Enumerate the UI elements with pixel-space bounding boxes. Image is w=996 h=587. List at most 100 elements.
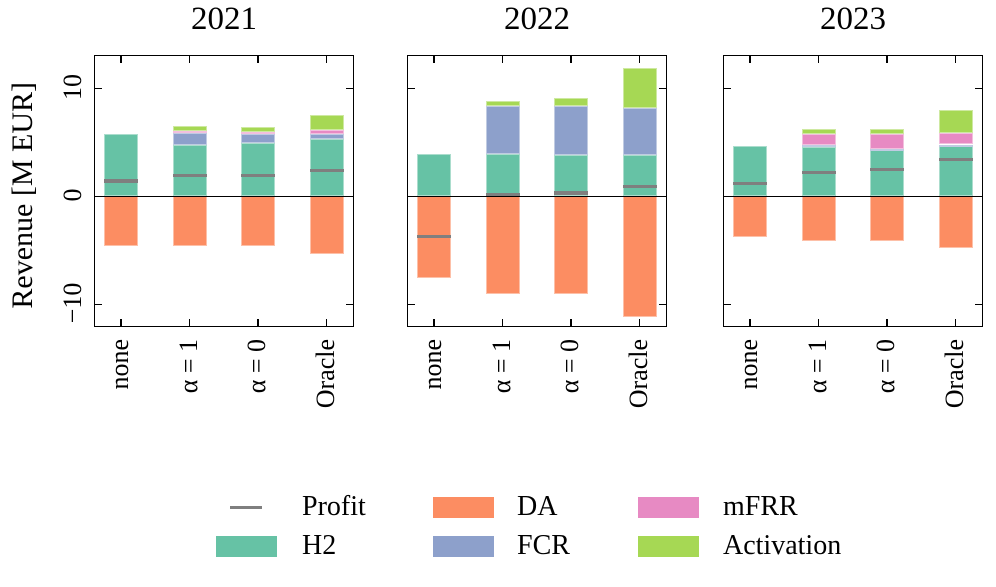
bar-segment-fcr: [622, 108, 657, 155]
zero-line: [408, 195, 666, 198]
y-axis-label-text: Revenue [M EUR]: [6, 81, 39, 309]
bar-segment-fcr: [938, 144, 973, 147]
x-tick-mark: [749, 319, 751, 326]
bar-segment-activation: [938, 109, 973, 133]
bar-segment-h2: [485, 153, 520, 197]
x-tick-mark: [120, 319, 122, 326]
x-tick-mark: [954, 56, 957, 63]
bar-segment-h2: [241, 143, 275, 197]
bar-segment-da: [938, 196, 973, 249]
y-tick-label-10: 10: [58, 74, 87, 100]
bar-segment-activation: [172, 126, 207, 131]
bar-segment-h2: [554, 154, 588, 197]
bar-segment-mfrr: [938, 132, 973, 145]
bar-segment-da: [554, 196, 588, 294]
x-tick-mark: [749, 56, 751, 63]
y-tick-mark: [724, 303, 731, 305]
profit-marker: [172, 173, 207, 178]
x-tick-label-1: α = 1: [802, 339, 832, 394]
subplot-title-2023: 2023: [820, 1, 886, 37]
bar-segment-da: [309, 196, 344, 254]
x-tick-mark: [120, 56, 122, 63]
subplot-title-2022: 2022: [504, 1, 570, 37]
y-tick-mark: [408, 303, 415, 305]
x-tick-label-oracle: Oracle: [939, 339, 969, 409]
x-tick-mark: [638, 319, 641, 326]
x-tick-label-0: α = 0: [555, 339, 584, 394]
x-tick-mark: [188, 319, 191, 326]
bar-segment-da: [733, 196, 767, 237]
plot-area-2023: [723, 55, 983, 327]
profit-marker: [870, 167, 904, 172]
profit-marker: [801, 170, 836, 175]
x-tick-mark: [433, 56, 435, 63]
bar-segment-fcr: [554, 106, 588, 155]
y-tick-mark: [346, 87, 353, 90]
y-tick-label-neg10: −10: [58, 282, 87, 324]
bar-segment-activation: [870, 128, 904, 135]
bar-segment-activation: [309, 114, 344, 131]
x-tick-mark: [638, 56, 641, 63]
x-tick-mark: [257, 319, 259, 326]
x-tick-mark: [501, 319, 504, 326]
y-tick-mark: [95, 303, 102, 305]
bar-segment-da: [485, 196, 520, 294]
x-tick-label-none: none: [734, 339, 763, 390]
plot-area-2021: [94, 55, 354, 327]
y-tick-mark: [975, 303, 982, 305]
profit-marker: [938, 157, 973, 162]
y-tick-mark: [659, 87, 666, 90]
subplot-2022: 2022 none α = 1 α = 0 Oracle: [407, 0, 667, 587]
bar-segment-fcr: [172, 133, 207, 145]
y-axis-label: Revenue [M EUR]: [2, 55, 44, 335]
x-tick-mark: [188, 56, 191, 63]
bar-segment-activation: [485, 101, 520, 107]
profit-marker: [309, 168, 344, 173]
bar-segment-mfrr: [241, 132, 275, 135]
bar-segment-h2: [104, 134, 138, 197]
bar-segment-fcr: [801, 145, 836, 148]
y-tick-mark: [975, 87, 982, 90]
y-tick-mark: [724, 87, 731, 90]
bar-segment-fcr: [309, 133, 344, 140]
bar-segment-mfrr: [309, 130, 344, 134]
x-tick-label-0: α = 0: [871, 339, 900, 394]
y-tick-mark: [659, 303, 666, 305]
bar-segment-h2: [622, 154, 657, 197]
x-tick-mark: [325, 319, 328, 326]
x-tick-mark: [433, 319, 435, 326]
bar-segment-da: [172, 196, 207, 246]
bar-segment-da: [622, 196, 657, 318]
x-tick-mark: [325, 56, 328, 63]
y-tick-label-0: 0: [58, 188, 87, 202]
x-tick-mark: [501, 56, 504, 63]
x-tick-label-oracle: Oracle: [623, 339, 653, 409]
bar-segment-da: [241, 196, 275, 246]
x-tick-mark: [817, 319, 820, 326]
y-tick-mark: [95, 87, 102, 90]
bar-segment-da: [104, 196, 138, 246]
subplot-2023: 2023 none α = 1 α = 0 Oracle: [723, 0, 983, 587]
bar-segment-h2: [870, 149, 904, 197]
plot-area-2022: [407, 55, 667, 327]
profit-marker: [241, 173, 275, 178]
x-tick-mark: [257, 56, 259, 63]
profit-marker: [733, 181, 767, 186]
bar-segment-mfrr: [172, 131, 207, 134]
profit-marker: [485, 193, 520, 197]
x-tick-mark: [886, 56, 888, 63]
x-tick-mark: [817, 56, 820, 63]
x-tick-label-none: none: [105, 339, 134, 390]
x-tick-mark: [570, 319, 572, 326]
x-tick-label-oracle: Oracle: [310, 339, 340, 409]
profit-marker: [622, 184, 657, 189]
bar-segment-fcr: [485, 106, 520, 154]
bar-segment-activation: [622, 67, 657, 109]
x-tick-mark: [570, 56, 572, 63]
subplot-title-2021: 2021: [191, 1, 257, 37]
bar-segment-h2: [733, 145, 767, 197]
x-tick-mark: [954, 319, 957, 326]
y-tick-mark: [346, 303, 353, 305]
bar-segment-fcr: [241, 134, 275, 144]
